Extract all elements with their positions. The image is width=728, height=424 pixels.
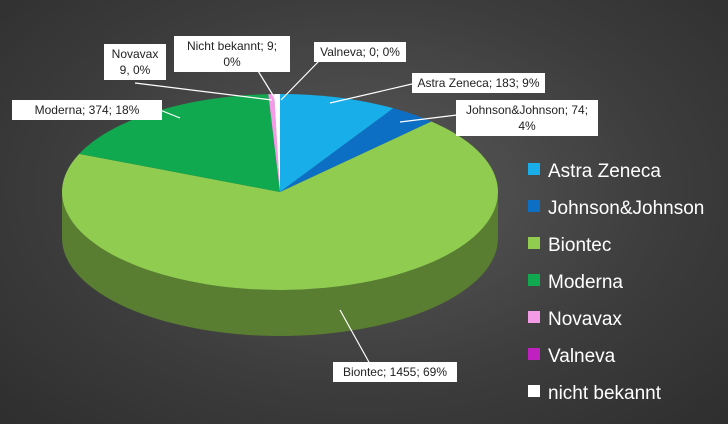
legend-label: Astra Zeneca bbox=[548, 161, 661, 182]
data-label: Moderna; 374; 18% bbox=[12, 100, 162, 120]
leader-line bbox=[134, 82, 273, 101]
data-label: Biontec; 1455; 69% bbox=[333, 362, 457, 382]
slice bbox=[79, 94, 280, 192]
legend-item: nicht bekannt bbox=[528, 383, 661, 405]
data-label: Novavax 9, 0% bbox=[104, 44, 166, 80]
legend-item: Biontec bbox=[528, 235, 611, 257]
legend-swatch bbox=[528, 385, 540, 397]
legend-item: Moderna bbox=[528, 272, 623, 294]
legend-swatch bbox=[528, 200, 540, 212]
slice bbox=[61, 121, 498, 290]
legend-label: Novavax bbox=[548, 309, 622, 330]
data-label: Astra Zeneca; 183; 9% bbox=[412, 73, 545, 93]
leader-line bbox=[339, 309, 371, 365]
legend-swatch bbox=[528, 274, 540, 286]
leader-line bbox=[159, 109, 181, 119]
legend-swatch bbox=[528, 237, 540, 249]
legend-swatch bbox=[528, 348, 540, 360]
legend-swatch bbox=[528, 163, 540, 175]
leader-line bbox=[280, 59, 321, 101]
data-label: Valneva; 0; 0% bbox=[314, 42, 406, 62]
leader-line bbox=[329, 83, 413, 104]
legend-label: Valneva bbox=[548, 346, 616, 367]
slice bbox=[268, 94, 280, 192]
legend-label: nicht bekannt bbox=[548, 383, 662, 404]
legend-label: Johnson&Johnson bbox=[548, 198, 705, 219]
slice bbox=[280, 94, 394, 192]
slice bbox=[280, 108, 432, 192]
slice bbox=[274, 94, 280, 192]
data-label: Nicht bekannt; 9; 0% bbox=[174, 36, 290, 72]
data-label: Johnson&Johnson; 74; 4% bbox=[456, 100, 598, 136]
legend-swatch bbox=[528, 311, 540, 323]
legend-item: Valneva bbox=[528, 346, 615, 368]
slice-side bbox=[62, 192, 498, 336]
legend-item: Astra Zeneca bbox=[528, 161, 661, 183]
leader-line bbox=[399, 114, 458, 123]
legend-item: Novavax bbox=[528, 309, 622, 331]
legend-label: Biontec bbox=[548, 235, 612, 256]
legend-item: Johnson&Johnson bbox=[528, 198, 704, 220]
legend-label: Moderna bbox=[548, 272, 623, 293]
